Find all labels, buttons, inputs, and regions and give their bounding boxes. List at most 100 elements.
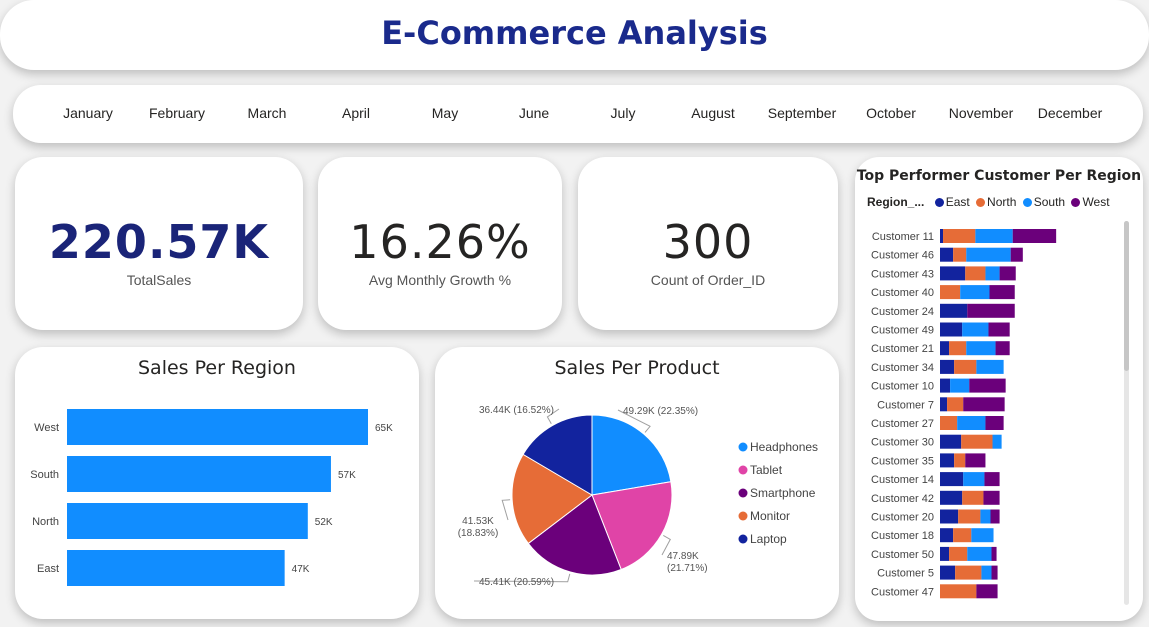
kpi-total-sales-label: TotalSales (126, 272, 192, 288)
customer-bar-customer-43-north (965, 266, 986, 281)
customer-bar-customer-46-south (966, 247, 1011, 262)
customer-scrollbar[interactable] (1124, 221, 1129, 605)
region-tick-label-north: North (32, 516, 59, 528)
customer-bar-customer-50-north (949, 546, 968, 561)
pie-data-label-tablet: 47.89K (21.71%) (667, 551, 708, 574)
customer-bar-customer-50-east (940, 546, 950, 561)
pie-data-label-laptop: 36.44K (16.52%) (479, 405, 554, 416)
kpi-avg-growth-label: Avg Monthly Growth % (368, 272, 512, 288)
customer-bar-customer-43-east (940, 266, 966, 281)
customer-tick-label-customer-24: Customer 24 (871, 306, 934, 318)
month-button-april[interactable]: April (341, 105, 371, 121)
customer-tick-label-customer-50: Customer 50 (871, 549, 934, 561)
customer-tick-label-customer-47: Customer 47 (871, 586, 934, 598)
customer-bar-customer-35-west (965, 453, 986, 468)
legend-label-west[interactable]: West (1082, 195, 1110, 209)
title-card: E-Commerce Analysis (0, 0, 1149, 70)
customer-tick-label-customer-35: Customer 35 (871, 455, 934, 467)
pie-data-label-line: 49.29K (22.35%) (623, 406, 698, 417)
region-bar-south (67, 456, 331, 492)
kpi-avg-growth-card: 16.26% Avg Monthly Growth % (318, 157, 562, 330)
pie-leader-tablet (661, 534, 671, 556)
customer-bar-customer-11-north (943, 229, 976, 243)
customer-tick-label-customer-42: Customer 42 (871, 493, 934, 505)
region-bar-north (67, 503, 308, 539)
pie-legend-dot-headphones (738, 442, 748, 452)
pie-leader-monitor (501, 499, 511, 521)
pie-legend-label-laptop: Laptop (750, 532, 787, 546)
customer-bar-customer-24-east (940, 303, 968, 318)
customer-bar-customer-24-west (967, 303, 1015, 318)
month-button-june[interactable]: June (518, 105, 550, 121)
customer-stacked-bar-chart: Customer 11 Customer 46 Customer 43 Custome… (871, 229, 1057, 599)
month-button-march[interactable]: March (247, 105, 287, 121)
pie-leader-laptop (546, 408, 560, 425)
region-data-label-south: 57K (338, 470, 356, 481)
region-data-label-east: 47K (292, 564, 310, 575)
customer-bar-customer-7-north (947, 397, 964, 412)
month-button-august[interactable]: August (691, 105, 735, 121)
pie-legend-label-tablet: Tablet (750, 463, 783, 477)
region-data-label-north: 52K (315, 517, 333, 528)
customer-bar-customer-40-west (989, 285, 1015, 300)
customer-bar-customer-27-north (940, 416, 958, 430)
customer-bar-customer-21-east (940, 341, 950, 356)
region-bar-west (67, 409, 368, 445)
pie-legend-label-monitor: Monitor (750, 509, 790, 523)
customer-bar-customer-43-south (985, 266, 1000, 281)
region-tick-label-south: South (30, 469, 59, 481)
customer-bar-customer-49-east (940, 322, 963, 337)
month-button-january[interactable]: January (63, 105, 113, 121)
month-button-september[interactable]: September (767, 105, 837, 121)
customer-scroll-thumb[interactable] (1124, 221, 1129, 371)
month-button-february[interactable]: February (148, 105, 206, 121)
kpi-order-count-label: Count of Order_ID (650, 272, 766, 288)
customer-tick-label-customer-30: Customer 30 (871, 437, 934, 449)
legend-dot-north (976, 198, 986, 207)
month-button-december[interactable]: December (1037, 105, 1103, 121)
top-customer-card: Top Performer Customer Per Region Region… (855, 157, 1143, 621)
customer-bar-customer-42-north (962, 490, 984, 505)
region-data-label-west: 65K (375, 423, 393, 434)
customer-bar-customer-10-south (950, 378, 970, 393)
customer-bar-customer-20-east (940, 509, 959, 524)
pie-data-label-line: 36.44K (16.52%) (479, 405, 554, 416)
customer-bar-customer-10-east (940, 378, 951, 393)
customer-bar-customer-40-south (960, 285, 990, 300)
customer-legend: Region_... East North South West (867, 195, 1110, 209)
product-pie-chart: 49.29K (22.35%) 47.89K (21.71%) 45.41K (20.… (458, 405, 818, 588)
month-button-november[interactable]: November (948, 105, 1014, 121)
pie-legend-dot-smartphone (738, 488, 748, 498)
customer-bar-customer-47-west (976, 584, 998, 599)
month-button-october[interactable]: October (866, 105, 916, 121)
page-title: E-Commerce Analysis (381, 14, 768, 52)
customer-tick-label-customer-43: Customer 43 (871, 268, 934, 280)
customer-tick-label-customer-46: Customer 46 (871, 250, 934, 262)
legend-label-east[interactable]: East (945, 195, 970, 209)
legend-label-south[interactable]: South (1033, 195, 1066, 209)
kpi-avg-growth-value: 16.26% (349, 215, 531, 269)
pie-data-label-line: 47.89K (667, 551, 699, 562)
pie-legend-dot-monitor (738, 511, 748, 521)
customer-bar-customer-18-south (971, 528, 994, 543)
customer-tick-label-customer-27: Customer 27 (871, 418, 934, 430)
month-button-july[interactable]: July (610, 105, 636, 121)
month-button-may[interactable]: May (431, 105, 459, 121)
pie-slice-monitor (511, 453, 593, 545)
legend-dot-east (934, 198, 944, 207)
pie-legend-dot-laptop (738, 534, 748, 544)
customer-bar-customer-14-west (984, 472, 1000, 487)
customer-bar-customer-50-west (991, 546, 997, 561)
sales-per-product-card: Sales Per Product 49.29K (22.35%) 47.89K(… (435, 347, 839, 619)
customer-bar-customer-35-east (940, 453, 955, 468)
pie-data-label-headphones: 49.29K (22.35%) (623, 406, 698, 417)
legend-dot-west (1071, 198, 1081, 207)
customer-tick-label-customer-5: Customer 5 (877, 568, 934, 580)
customer-tick-label-customer-14: Customer 14 (871, 474, 934, 486)
legend-label-north[interactable]: North (987, 195, 1017, 209)
customer-bar-customer-21-south (966, 341, 996, 356)
customer-bar-customer-30-east (940, 434, 962, 449)
customer-tick-label-customer-7: Customer 7 (877, 399, 934, 411)
kpi-total-sales-card: 220.57K TotalSales (15, 157, 303, 330)
pie-leader-smartphone (473, 573, 571, 583)
